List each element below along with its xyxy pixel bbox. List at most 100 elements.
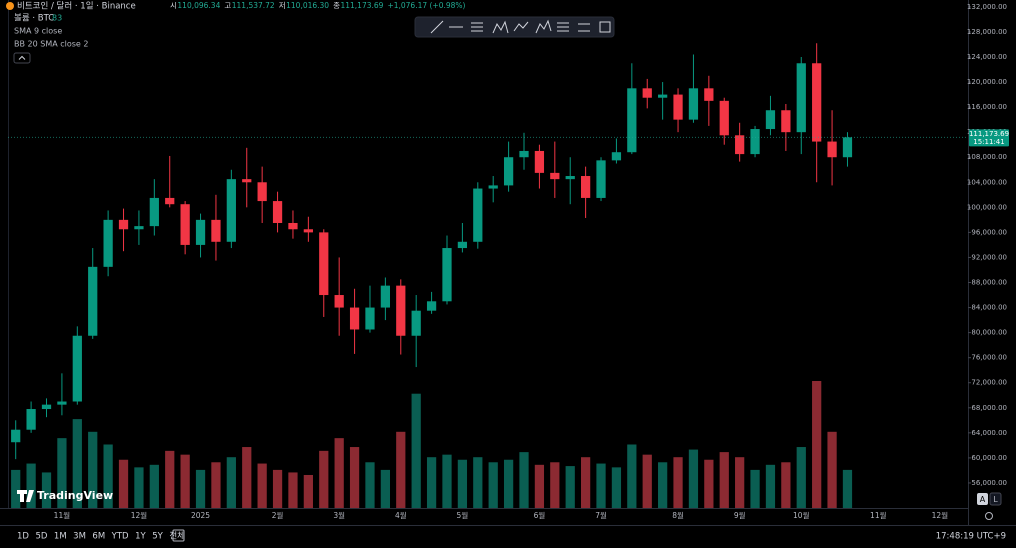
log-scale-button[interactable]	[989, 492, 1002, 506]
candle-body	[180, 204, 190, 245]
sma-indicator: SMA 9 close	[14, 27, 62, 36]
y-tick-label: 84,000.00	[971, 304, 1007, 312]
volume-bar	[827, 431, 837, 508]
candle-body	[319, 232, 329, 296]
candle-body	[257, 182, 267, 202]
ohlc-label: 고	[224, 1, 231, 10]
x-tick-label: 3월	[333, 510, 345, 520]
candle-body	[842, 137, 853, 158]
volume-bar	[165, 450, 175, 508]
volume-bar	[581, 457, 591, 508]
candle-body	[473, 188, 483, 242]
candle-body	[272, 201, 283, 223]
candle-body	[226, 179, 236, 242]
volume-bar	[503, 459, 514, 508]
volume-bar	[103, 444, 113, 508]
volume-bar	[442, 454, 452, 508]
y-tick-label: 80,000.00	[971, 329, 1007, 337]
volume-bar	[812, 381, 822, 508]
candle-body	[349, 307, 360, 330]
range-button[interactable]: 1Y	[135, 532, 146, 542]
volume-bar	[134, 467, 144, 508]
auto-scale-button[interactable]	[977, 493, 988, 505]
range-button[interactable]: YTD	[111, 532, 129, 542]
x-tick-label: 2월	[272, 510, 284, 520]
candle-body	[72, 335, 82, 402]
candle-body	[765, 110, 776, 130]
range-button[interactable]: 5D	[35, 532, 47, 542]
candle-body	[88, 266, 98, 336]
candle-body	[165, 197, 175, 205]
y-tick-label: 120,000.00	[967, 78, 1007, 86]
candle-body	[581, 176, 591, 198]
ohlc-value: 110,096.34	[177, 1, 220, 10]
y-tick-label: 88,000.00	[971, 279, 1007, 287]
range-button[interactable]: 1D	[17, 532, 29, 542]
volume-bar	[704, 459, 714, 508]
candle-body	[242, 179, 252, 183]
candle-body	[611, 152, 622, 161]
volume-bar	[519, 452, 529, 508]
candle-body	[149, 197, 159, 227]
candle-body	[704, 88, 714, 101]
volume-bar	[118, 459, 129, 508]
candle-body	[534, 150, 545, 173]
volume-bar	[765, 464, 776, 508]
range-button[interactable]: 전체	[169, 531, 185, 542]
y-tick-label: 132,000.00	[967, 3, 1007, 11]
plot-area	[11, 43, 853, 508]
volume-bar	[534, 464, 545, 508]
volume-bar	[627, 444, 637, 508]
bb-indicator: BB 20 SMA close 2	[14, 40, 88, 49]
x-tick-label: 11월	[870, 510, 887, 520]
candle-body	[195, 219, 206, 245]
y-tick-label: 60,000.00	[971, 454, 1007, 462]
candle-body	[812, 63, 822, 142]
range-button[interactable]: 6M	[92, 532, 105, 542]
log-scale-label: L	[993, 495, 998, 504]
volume-bar	[242, 447, 252, 508]
y-tick-label: 68,000.00	[971, 404, 1007, 412]
volume-bar	[149, 464, 159, 508]
countdown-label: 15:11:41	[973, 138, 1004, 146]
clock: 17:48:19 UTC+9	[936, 532, 1006, 542]
volume-bar	[842, 469, 853, 508]
candle-body	[750, 129, 760, 155]
x-tick-label: 12월	[932, 510, 949, 520]
candle-body	[57, 401, 67, 405]
volume-bar	[673, 457, 683, 508]
y-tick-label: 56,000.00	[971, 479, 1007, 487]
volume-bar	[488, 462, 498, 508]
drawing-toolbar[interactable]	[414, 16, 615, 38]
range-buttons: 1D 5D 1M 3M 6M YTD 1Y 5Y 전체	[17, 531, 185, 542]
x-tick-label: 12월	[131, 510, 148, 520]
candle-body	[380, 285, 390, 308]
volume-bar	[180, 454, 190, 508]
candle-body	[596, 160, 606, 198]
candle-body	[488, 185, 498, 189]
ohlc-value: 110,016.30	[286, 1, 329, 10]
range-button[interactable]: 1M	[54, 532, 67, 542]
volume-bar	[550, 462, 560, 508]
volume-bar	[719, 452, 729, 508]
date-range-icon[interactable]	[172, 529, 185, 542]
candle-body	[796, 63, 806, 133]
range-button[interactable]: 5Y	[152, 532, 163, 542]
x-tick-label: 5월	[457, 510, 469, 520]
toolbar-frame	[414, 16, 615, 38]
ohlc-value: 111,537.72	[232, 1, 275, 10]
volume-bar	[365, 462, 375, 508]
candle-body	[118, 219, 129, 230]
range-button[interactable]: 3M	[73, 532, 86, 542]
volume-bar	[565, 466, 575, 508]
collapse-button[interactable]	[13, 52, 31, 64]
y-tick-label: 128,000.00	[967, 28, 1007, 36]
candle-body	[503, 157, 514, 186]
volume-bar	[473, 457, 483, 508]
candle-body	[735, 135, 745, 155]
volume-bar	[457, 459, 468, 508]
x-tick-label: 8월	[672, 510, 684, 520]
settings-icon[interactable]	[985, 512, 993, 520]
volume-bar	[642, 454, 652, 508]
ohlc-label: 종	[333, 1, 340, 10]
